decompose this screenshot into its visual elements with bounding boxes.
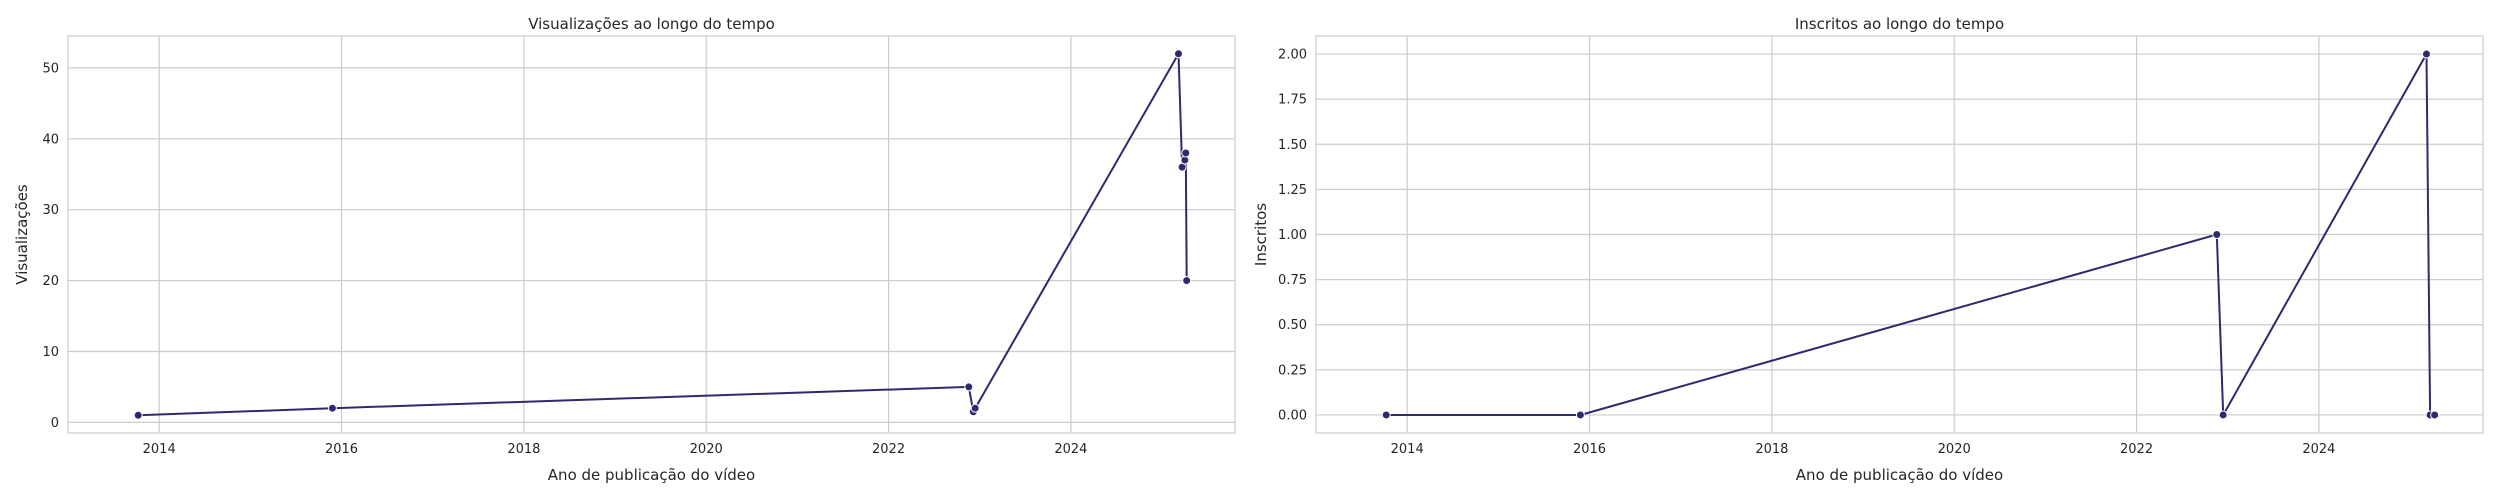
subscribers-x-tick-label: 2022 xyxy=(2120,442,2153,457)
subscribers-chart-title: Inscritos ao longo do tempo xyxy=(1795,15,2004,33)
views-data-point xyxy=(964,382,974,392)
views-data-point xyxy=(1173,49,1183,59)
views-y-tick-label: 10 xyxy=(42,345,59,360)
subscribers-data-point xyxy=(1381,410,1391,420)
views-x-axis-label: Ano de publicação do vídeo xyxy=(548,466,755,484)
subscribers-x-tick-label: 2016 xyxy=(1573,442,1606,457)
views-data-point xyxy=(1182,276,1192,286)
subscribers-series xyxy=(1381,49,2440,420)
views-data-point xyxy=(133,410,143,420)
views-plot-area xyxy=(67,35,1236,434)
views-y-tick-label: 50 xyxy=(42,61,59,76)
views-chart: 2014 2016 2018 2020 2022 2024 0 10 20 30 40 50 Visu… xyxy=(13,15,1236,484)
views-ticks: 2014 2016 2018 2020 2022 2024 0 10 20 30 40 50 xyxy=(42,61,1087,457)
subscribers-x-tick-label: 2018 xyxy=(1755,442,1788,457)
subscribers-data-point xyxy=(1575,410,1585,420)
views-x-tick-label: 2022 xyxy=(872,442,905,457)
subscribers-ticks: 2014 2016 2018 2020 2022 2024 0.00 0.25 0.50 0.75… xyxy=(1278,48,2335,457)
subscribers-data-point xyxy=(2421,49,2431,59)
subscribers-chart: 2014 2016 2018 2020 2022 2024 0.00 0.25 0.50 0.75… xyxy=(1252,15,2484,484)
subscribers-y-tick-label: 0.25 xyxy=(1278,363,1307,378)
views-data-point xyxy=(327,403,337,413)
subscribers-x-tick-label: 2014 xyxy=(1391,442,1424,457)
subscribers-data-point xyxy=(2430,410,2440,420)
subscribers-y-axis-label: Inscritos xyxy=(1252,203,1270,266)
views-x-tick-label: 2014 xyxy=(143,442,176,457)
views-y-tick-label: 20 xyxy=(42,274,59,289)
views-x-tick-label: 2018 xyxy=(507,442,540,457)
views-y-tick-label: 40 xyxy=(42,132,59,147)
subscribers-y-tick-label: 0.50 xyxy=(1278,318,1307,333)
subscribers-y-tick-label: 1.25 xyxy=(1278,183,1307,198)
subscribers-x-axis-label: Ano de publicação do vídeo xyxy=(1796,466,2003,484)
subscribers-y-tick-label: 0.75 xyxy=(1278,273,1307,288)
subscribers-y-tick-label: 2.00 xyxy=(1278,48,1307,63)
views-x-tick-label: 2024 xyxy=(1054,442,1087,457)
views-y-tick-label: 0 xyxy=(51,416,59,431)
views-y-axis-label: Visualizações xyxy=(13,184,31,285)
subscribers-data-point xyxy=(2212,230,2222,239)
subscribers-x-tick-label: 2024 xyxy=(2302,442,2335,457)
views-series xyxy=(133,49,1192,420)
views-data-point xyxy=(970,403,980,413)
views-x-tick-label: 2020 xyxy=(690,442,723,457)
subscribers-data-point xyxy=(2218,410,2228,420)
views-chart-title: Visualizações ao longo do tempo xyxy=(528,15,775,33)
views-x-tick-label: 2016 xyxy=(325,442,358,457)
subscribers-y-tick-label: 0.00 xyxy=(1278,408,1307,423)
subscribers-x-tick-label: 2020 xyxy=(1938,442,1971,457)
subscribers-y-tick-label: 1.50 xyxy=(1278,138,1307,153)
views-y-tick-label: 30 xyxy=(42,203,59,218)
views-data-point xyxy=(1181,148,1191,158)
views-grid xyxy=(68,36,1235,433)
subscribers-y-tick-label: 1.00 xyxy=(1278,228,1307,243)
subscribers-y-tick-label: 1.75 xyxy=(1278,93,1307,108)
